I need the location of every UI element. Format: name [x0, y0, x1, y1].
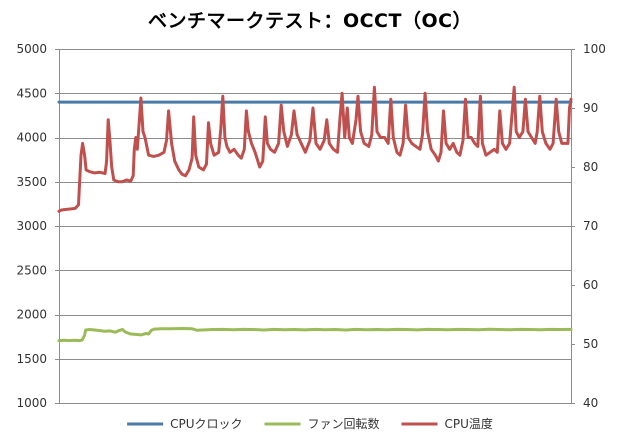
series-line-2	[57, 85, 573, 213]
y-right-tick-label: 90	[583, 101, 598, 115]
legend: CPUクロック ファン回転数 CPU温度	[127, 416, 493, 431]
legend-label-1: ファン回転数	[307, 416, 379, 431]
legend-label-0: CPUクロック	[170, 417, 242, 431]
tick-labels: 1000 1500 2000 2500 3000 3500 4000 4500 5000 40 50…	[16, 42, 605, 410]
y-right-tick-label: 80	[583, 160, 598, 174]
y-left-tick-label: 3000	[16, 219, 47, 233]
y-right-tick-label: 70	[583, 219, 598, 233]
series-line-1	[57, 327, 573, 343]
y-left-tick-label: 2000	[16, 308, 47, 322]
y-right-tick-label: 60	[583, 278, 598, 292]
chart-title: ベンチマークテスト：OCCT（OC）	[147, 10, 473, 32]
gridlines	[59, 49, 571, 360]
y-left-tick-label: 1500	[16, 352, 47, 366]
y-left-tick-label: 3500	[16, 175, 47, 189]
y-right-tick-label: 100	[583, 42, 606, 56]
y-left-tick-label: 1000	[16, 396, 47, 410]
y-left-tick-label: 4500	[16, 86, 47, 100]
y-right-tick-label: 40	[583, 396, 598, 410]
axes	[55, 49, 575, 404]
y-right-tick-label: 50	[583, 337, 598, 351]
y-left-tick-label: 2500	[16, 263, 47, 277]
plot-series	[57, 85, 573, 343]
legend-label-2: CPU温度	[445, 416, 493, 431]
y-left-tick-label: 5000	[16, 42, 47, 56]
y-left-tick-label: 4000	[16, 131, 47, 145]
